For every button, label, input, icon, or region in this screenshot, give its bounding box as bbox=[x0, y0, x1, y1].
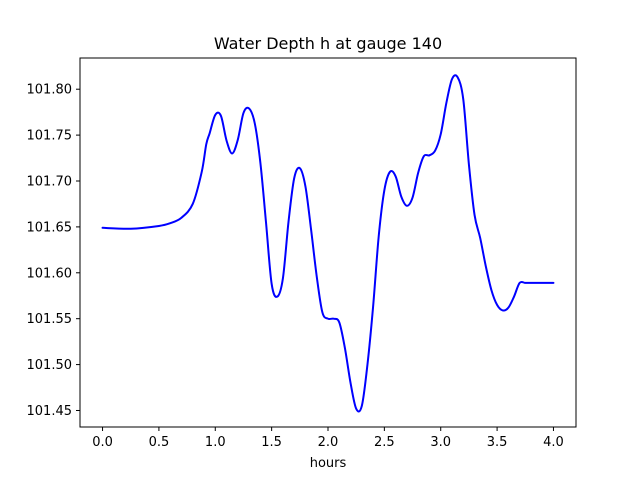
y-tick-label: 101.65 bbox=[27, 220, 73, 235]
chart-title: Water Depth h at gauge 140 bbox=[214, 34, 442, 53]
x-tick-label: 0.0 bbox=[92, 435, 113, 450]
x-tick-label: 1.0 bbox=[205, 435, 226, 450]
y-tick-label: 101.45 bbox=[27, 404, 73, 419]
x-tick-label: 4.0 bbox=[543, 435, 564, 450]
x-tick-label: 3.5 bbox=[487, 435, 508, 450]
y-tick-label: 101.80 bbox=[27, 83, 73, 98]
y-tick-label: 101.70 bbox=[27, 175, 73, 190]
x-tick-label: 2.0 bbox=[318, 435, 339, 450]
x-tick-label: 3.0 bbox=[430, 435, 451, 450]
y-tick-label: 101.50 bbox=[27, 358, 73, 373]
x-tick-label: 2.5 bbox=[374, 435, 395, 450]
y-axis: 101.45 101.50 101.55 101.60 101.65 101.70 101.… bbox=[27, 83, 80, 419]
x-tick-label: 0.5 bbox=[149, 435, 170, 450]
y-tick-label: 101.60 bbox=[27, 266, 73, 281]
x-tick-label: 1.5 bbox=[261, 435, 282, 450]
y-tick-label: 101.55 bbox=[27, 312, 73, 327]
x-axis: 0.0 0.5 1.0 1.5 2.0 2.5 3.0 3.5 4.0 bbox=[92, 427, 564, 450]
y-tick-label: 101.75 bbox=[27, 129, 73, 144]
plot-frame bbox=[79, 57, 577, 428]
series-line bbox=[101, 74, 555, 413]
x-axis-label: hours bbox=[310, 456, 347, 471]
